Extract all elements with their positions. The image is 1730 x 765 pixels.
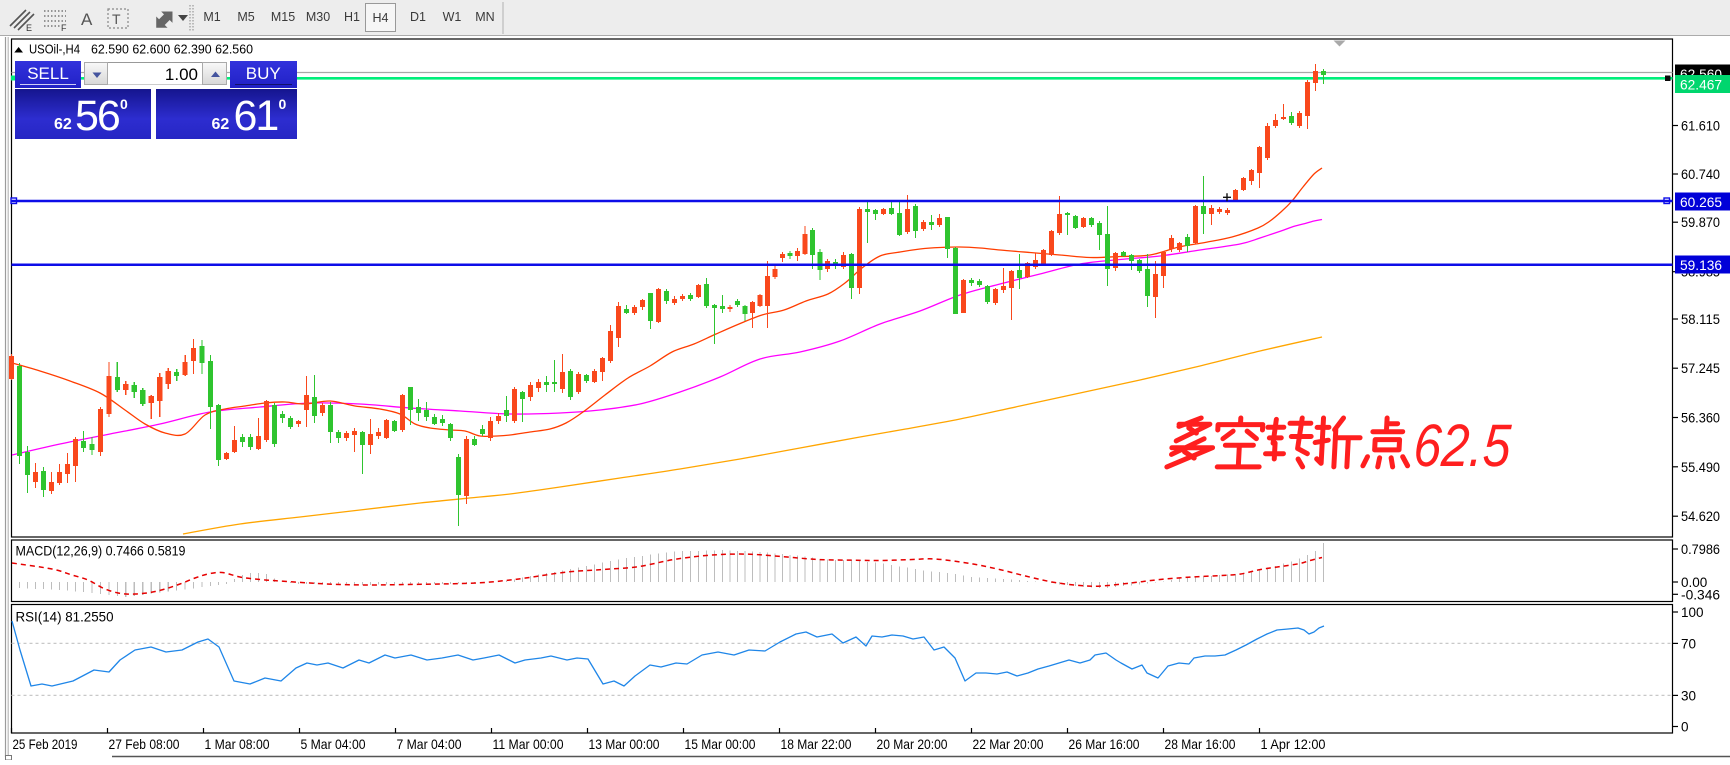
svg-text:59.136: 59.136 xyxy=(1680,257,1722,273)
svg-text:60.740: 60.740 xyxy=(1681,167,1720,182)
svg-text:F: F xyxy=(61,23,67,33)
svg-text:59.870: 59.870 xyxy=(1681,215,1720,230)
svg-text:0.7986: 0.7986 xyxy=(1681,542,1720,557)
svg-text:7 Mar 04:00: 7 Mar 04:00 xyxy=(397,736,462,752)
svg-text:56.360: 56.360 xyxy=(1681,411,1720,426)
svg-text:20 Mar 20:00: 20 Mar 20:00 xyxy=(877,736,948,752)
svg-text:0: 0 xyxy=(1681,720,1689,735)
svg-text:26 Mar 16:00: 26 Mar 16:00 xyxy=(1069,736,1140,752)
svg-text:-0.346: -0.346 xyxy=(1681,587,1720,602)
svg-text:28 Mar 16:00: 28 Mar 16:00 xyxy=(1165,736,1236,752)
svg-text:USOil-,H4: USOil-,H4 xyxy=(29,42,80,57)
svg-text:5 Mar 04:00: 5 Mar 04:00 xyxy=(301,736,366,752)
svg-text:100: 100 xyxy=(1681,605,1704,620)
svg-text:1 Mar 08:00: 1 Mar 08:00 xyxy=(205,736,270,752)
svg-text:54.620: 54.620 xyxy=(1681,509,1720,524)
svg-text:RSI(14) 81.2550: RSI(14) 81.2550 xyxy=(16,609,114,625)
svg-text:15 Mar 00:00: 15 Mar 00:00 xyxy=(685,736,756,752)
svg-text:T: T xyxy=(112,11,121,27)
svg-text:57.245: 57.245 xyxy=(1681,361,1720,376)
svg-text:MACD(12,26,9) 0.7466 0.5819: MACD(12,26,9) 0.7466 0.5819 xyxy=(16,543,186,559)
svg-text:18 Mar 22:00: 18 Mar 22:00 xyxy=(781,736,852,752)
svg-text:0.00: 0.00 xyxy=(1681,575,1707,590)
svg-text:E: E xyxy=(26,23,32,33)
svg-text:62.5: 62.5 xyxy=(1412,412,1513,479)
svg-text:30: 30 xyxy=(1681,688,1696,703)
svg-text:27 Feb 08:00: 27 Feb 08:00 xyxy=(109,736,180,752)
svg-text:70: 70 xyxy=(1681,636,1696,651)
svg-text:62.467: 62.467 xyxy=(1680,77,1722,93)
svg-text:22 Mar 20:00: 22 Mar 20:00 xyxy=(973,736,1044,752)
svg-text:60.265: 60.265 xyxy=(1680,194,1722,210)
svg-text:A: A xyxy=(81,10,93,29)
svg-text:61.610: 61.610 xyxy=(1681,119,1720,134)
svg-text:11 Mar 00:00: 11 Mar 00:00 xyxy=(493,736,564,752)
svg-text:62.590 62.600 62.390 62.560: 62.590 62.600 62.390 62.560 xyxy=(91,42,253,57)
svg-text:25 Feb 2019: 25 Feb 2019 xyxy=(13,736,78,752)
svg-text:58.115: 58.115 xyxy=(1681,312,1720,327)
svg-text:55.490: 55.490 xyxy=(1681,460,1720,475)
svg-text:1 Apr 12:00: 1 Apr 12:00 xyxy=(1261,736,1326,752)
svg-text:13 Mar 00:00: 13 Mar 00:00 xyxy=(589,736,660,752)
